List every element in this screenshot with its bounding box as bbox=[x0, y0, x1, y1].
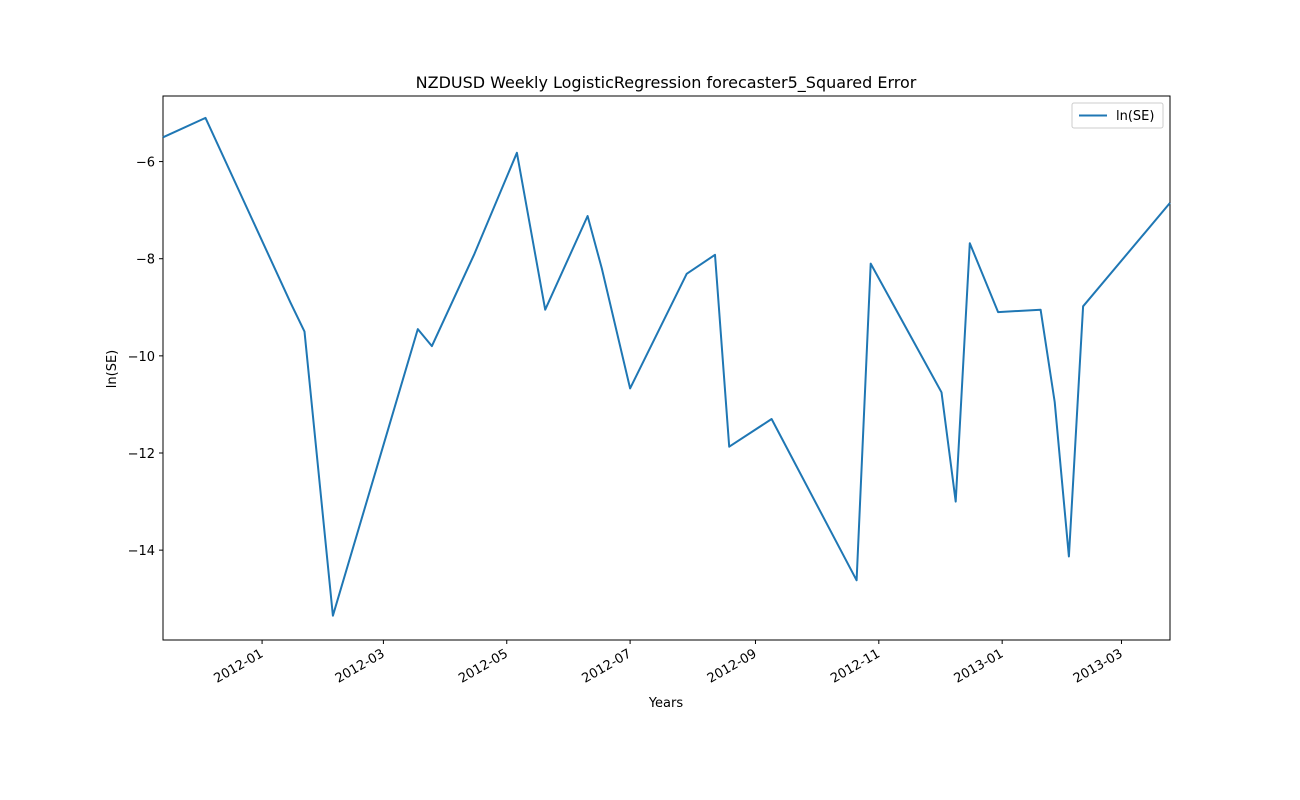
x-tick-label: 2012-07 bbox=[580, 646, 635, 686]
series-line-0 bbox=[162, 116, 1171, 617]
x-tick-label: 2013-03 bbox=[1071, 646, 1126, 686]
chart-title: NZDUSD Weekly LogisticRegression forecas… bbox=[416, 73, 917, 93]
y-tick-label: −8 bbox=[136, 253, 155, 268]
x-tick-label: 2012-01 bbox=[212, 646, 267, 686]
x-tick-label: 2012-09 bbox=[705, 646, 760, 686]
y-tick-label: −14 bbox=[128, 544, 155, 559]
y-axis-label: ln(SE) bbox=[105, 350, 120, 388]
x-axis-label: Years bbox=[648, 696, 684, 711]
legend-box bbox=[1071, 102, 1164, 129]
legend: ln(SE) bbox=[1071, 102, 1164, 129]
x-tick-label: 2012-03 bbox=[333, 646, 388, 686]
y-tick-label: −10 bbox=[128, 350, 155, 365]
x-tick-label: 2013-01 bbox=[952, 646, 1007, 686]
x-tick-label: 2012-11 bbox=[828, 646, 883, 686]
plot-frame bbox=[162, 95, 1171, 641]
y-tick-label: −12 bbox=[128, 447, 155, 462]
x-tick-label: 2012-05 bbox=[456, 646, 511, 686]
plot-area bbox=[162, 95, 1171, 641]
y-tick-label: −6 bbox=[136, 156, 155, 171]
y-axis: −14 −12 −10 −8 −6 bbox=[128, 156, 163, 559]
legend-label: ln(SE) bbox=[1116, 109, 1154, 124]
x-axis: 2012-01 2012-03 2012-05 2012-07 2012-09 2012-… bbox=[212, 640, 1126, 687]
